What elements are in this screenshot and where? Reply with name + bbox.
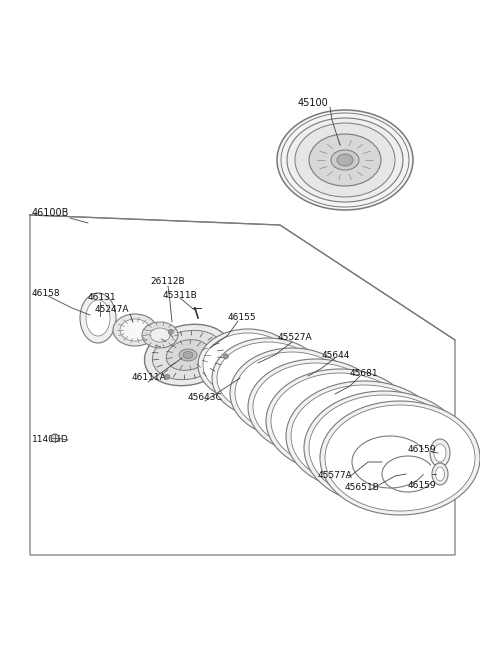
Ellipse shape — [291, 385, 437, 487]
Ellipse shape — [86, 300, 110, 336]
Text: 46100B: 46100B — [32, 208, 70, 218]
Text: 46111A: 46111A — [132, 373, 167, 383]
Ellipse shape — [253, 363, 379, 451]
Text: 46155: 46155 — [228, 314, 257, 322]
Ellipse shape — [309, 395, 459, 501]
Ellipse shape — [430, 439, 450, 467]
Text: 45651B: 45651B — [345, 483, 380, 493]
Text: 46159: 46159 — [408, 445, 437, 455]
Ellipse shape — [277, 110, 413, 210]
Ellipse shape — [153, 330, 224, 380]
Ellipse shape — [113, 314, 157, 346]
Ellipse shape — [287, 118, 403, 202]
Ellipse shape — [304, 391, 464, 505]
Text: 45577A: 45577A — [318, 470, 353, 479]
Text: 26112B: 26112B — [150, 278, 185, 286]
Ellipse shape — [166, 340, 210, 370]
Ellipse shape — [183, 352, 193, 358]
Ellipse shape — [150, 328, 170, 342]
Ellipse shape — [266, 369, 414, 473]
Text: 45100: 45100 — [298, 98, 329, 108]
Text: 46159: 46159 — [408, 481, 437, 489]
Text: 46158: 46158 — [32, 288, 60, 297]
Ellipse shape — [198, 329, 298, 401]
Ellipse shape — [217, 342, 319, 414]
Ellipse shape — [331, 150, 359, 170]
Ellipse shape — [212, 338, 324, 418]
Text: 45527A: 45527A — [278, 333, 312, 343]
Ellipse shape — [230, 348, 354, 438]
Text: 45247A: 45247A — [95, 305, 130, 314]
Ellipse shape — [435, 467, 444, 481]
Ellipse shape — [144, 324, 231, 386]
Ellipse shape — [235, 352, 349, 434]
Ellipse shape — [309, 134, 381, 186]
Text: 45681: 45681 — [350, 369, 379, 377]
Circle shape — [168, 329, 173, 334]
Ellipse shape — [337, 154, 353, 166]
Ellipse shape — [320, 401, 480, 515]
Ellipse shape — [179, 349, 197, 361]
Ellipse shape — [142, 322, 178, 348]
Ellipse shape — [295, 123, 395, 197]
Text: 46131: 46131 — [88, 293, 117, 303]
Circle shape — [51, 434, 59, 442]
Ellipse shape — [325, 405, 475, 511]
Circle shape — [224, 354, 228, 359]
Circle shape — [165, 374, 170, 379]
Text: 45643C: 45643C — [188, 392, 223, 402]
Text: 45644: 45644 — [322, 350, 350, 360]
Text: 45311B: 45311B — [163, 291, 198, 299]
Ellipse shape — [120, 319, 150, 341]
Ellipse shape — [248, 359, 384, 455]
Ellipse shape — [271, 373, 409, 469]
Ellipse shape — [432, 463, 448, 485]
Ellipse shape — [80, 293, 116, 343]
Ellipse shape — [434, 444, 446, 462]
Text: 1140GD: 1140GD — [32, 436, 69, 445]
Ellipse shape — [203, 333, 293, 397]
Ellipse shape — [286, 381, 442, 491]
